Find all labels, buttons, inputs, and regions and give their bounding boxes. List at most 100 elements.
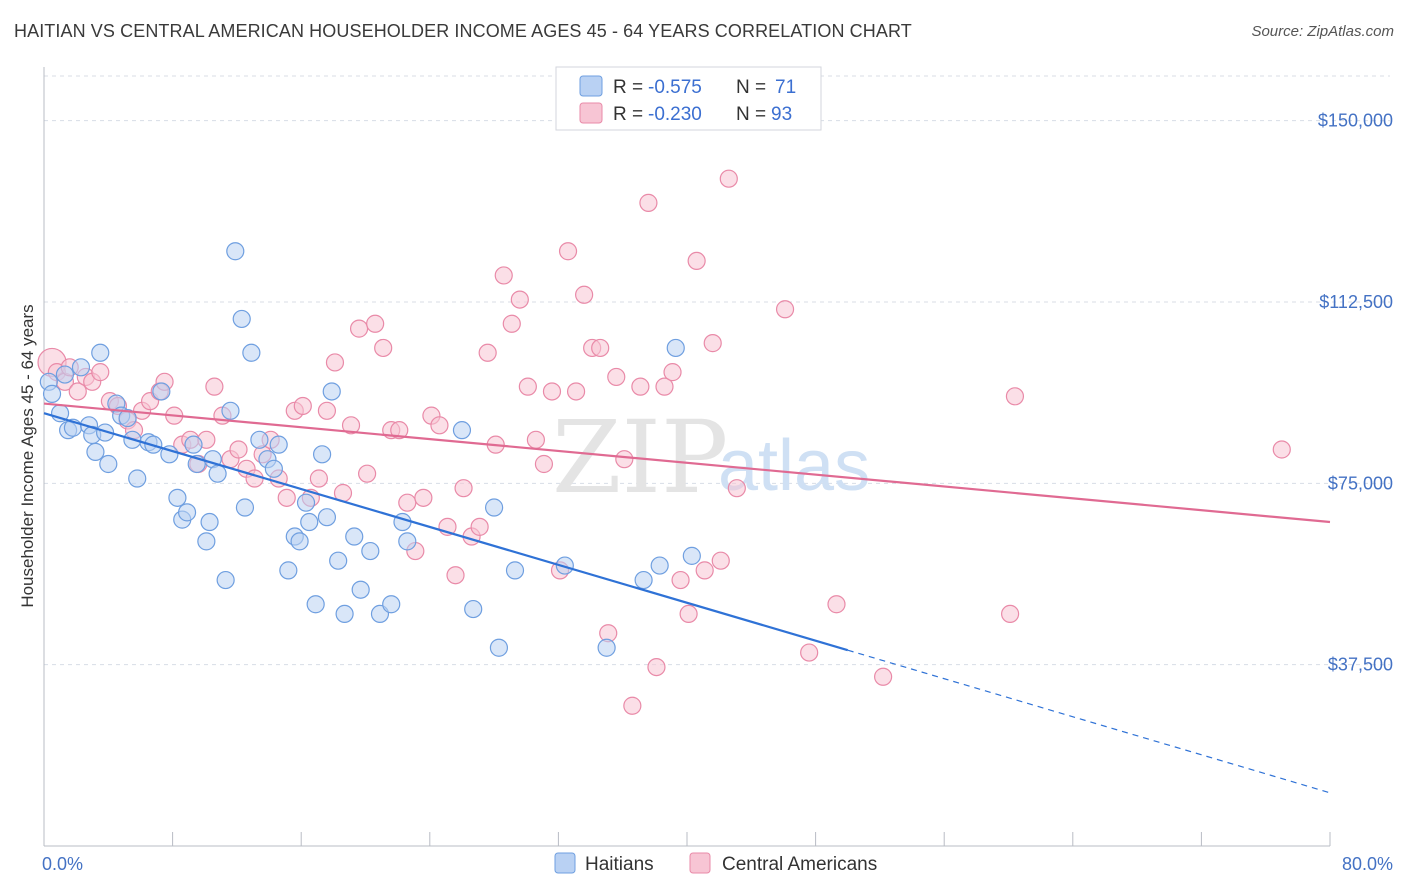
central-american-point [639,193,658,212]
central-american-point [647,657,666,677]
haitian-trend-extension [847,649,1331,794]
central-american-point [575,285,594,304]
haitian-point [351,580,370,599]
source-label: Source: ZipAtlas.com [1251,23,1394,40]
gridlines [44,75,1390,666]
central-american-point [631,377,650,396]
trend-lines [43,402,1331,794]
central-american-point [679,604,698,623]
bottom-legend-swatch-central [689,852,711,874]
central-american-point [494,266,513,285]
central-american-point [695,561,714,580]
haitian-point [177,503,197,522]
central-american-point [398,493,417,512]
legend-n-label-haitians: N = [736,77,766,98]
haitian-point [91,343,110,362]
haitian-point [329,551,348,570]
haitian-point [71,358,91,377]
haitian-point [452,421,472,440]
haitian-point [226,242,245,261]
central-american-point [800,643,819,662]
central-american-point [623,696,642,715]
haitian-point [200,512,219,532]
central-american-point [349,319,369,338]
haitian-point [322,382,341,401]
haitian-point [361,541,380,561]
haitian-point [152,382,171,401]
central-american-point [317,401,337,420]
legend-swatch-haitians [579,75,603,97]
haitian-point [55,365,74,384]
central-american-point [430,416,449,435]
haitian-point [168,488,187,507]
stats-legend: R = -0.575 N = 71 R = -0.230 N = 93 [555,66,822,131]
haitian-point [264,459,283,478]
legend-n-label-central: N = [736,104,766,125]
y-axis-title: Householder Income Ages 45 - 64 years [18,304,37,607]
haitian-point [216,570,235,590]
haitian-point [279,561,298,580]
haitian-point [666,338,685,358]
central-american-point [414,488,433,507]
haitian-point [197,532,216,551]
central-american-point [591,338,610,358]
y-tick-label: $37,500 [1328,655,1393,675]
central-american-point [703,334,722,353]
central-american-point [719,169,738,188]
central-american-point [775,300,795,319]
chart-title: HAITIAN VS CENTRAL AMERICAN HOUSEHOLDER … [14,21,912,41]
central-american-point [542,382,562,401]
central-american-point [534,454,554,474]
legend-r-value-central: -0.230 [648,104,702,125]
central-american-point [229,440,248,459]
legend-swatch-central [579,102,603,124]
y-tick-labels: $37,500 $75,000 $112,500 $150,000 [1318,111,1393,675]
haitian-point [489,638,509,657]
haitian-trend-line [43,412,849,652]
central-american-point [663,363,682,382]
haitian-point [382,595,401,614]
x-tick-label-max: 80.0% [1342,854,1393,874]
central-american-point [358,464,377,483]
haitian-point [306,595,325,614]
haitian-point [464,599,483,619]
haitian-point [650,556,669,575]
central-american-point [478,343,497,362]
haitian-point [312,445,332,464]
bottom-legend-swatch-haitians [554,852,576,874]
haitian-point [555,556,574,575]
central-american-point [526,430,545,449]
legend-r-label-central: R = [613,104,643,125]
y-tick-label: $112,500 [1319,292,1393,312]
legend-n-value-haitians: 71 [775,77,796,98]
central-american-point [518,377,537,396]
haitian-point [42,384,62,403]
haitian-point [128,469,147,488]
central-american-point [615,450,634,469]
haitian-point [300,512,319,532]
haitian-point [597,638,616,657]
central-american-point [454,479,473,498]
haitian-point [317,508,337,527]
central-american-point [205,377,224,396]
haitian-point [250,430,269,449]
bottom-legend-central: Central Americans [722,854,877,875]
haitian-point [95,423,115,442]
central-american-point [711,551,730,570]
haitian-point [99,454,118,474]
haitian-point [208,464,227,483]
central-american-point [607,367,626,387]
haitian-point [232,309,251,329]
bottom-legend-haitians: Haitians [585,854,654,875]
haitian-point [118,408,137,428]
central-american-point [874,667,893,686]
haitian-point [86,442,105,462]
haitian-point [290,532,309,551]
central-american-point [309,469,328,488]
axes [43,67,1331,847]
central-american-point [558,242,578,261]
central-american-point [727,479,746,498]
central-american-point [1272,440,1291,459]
x-tick-labels: 0.0% 80.0% [42,854,1393,874]
